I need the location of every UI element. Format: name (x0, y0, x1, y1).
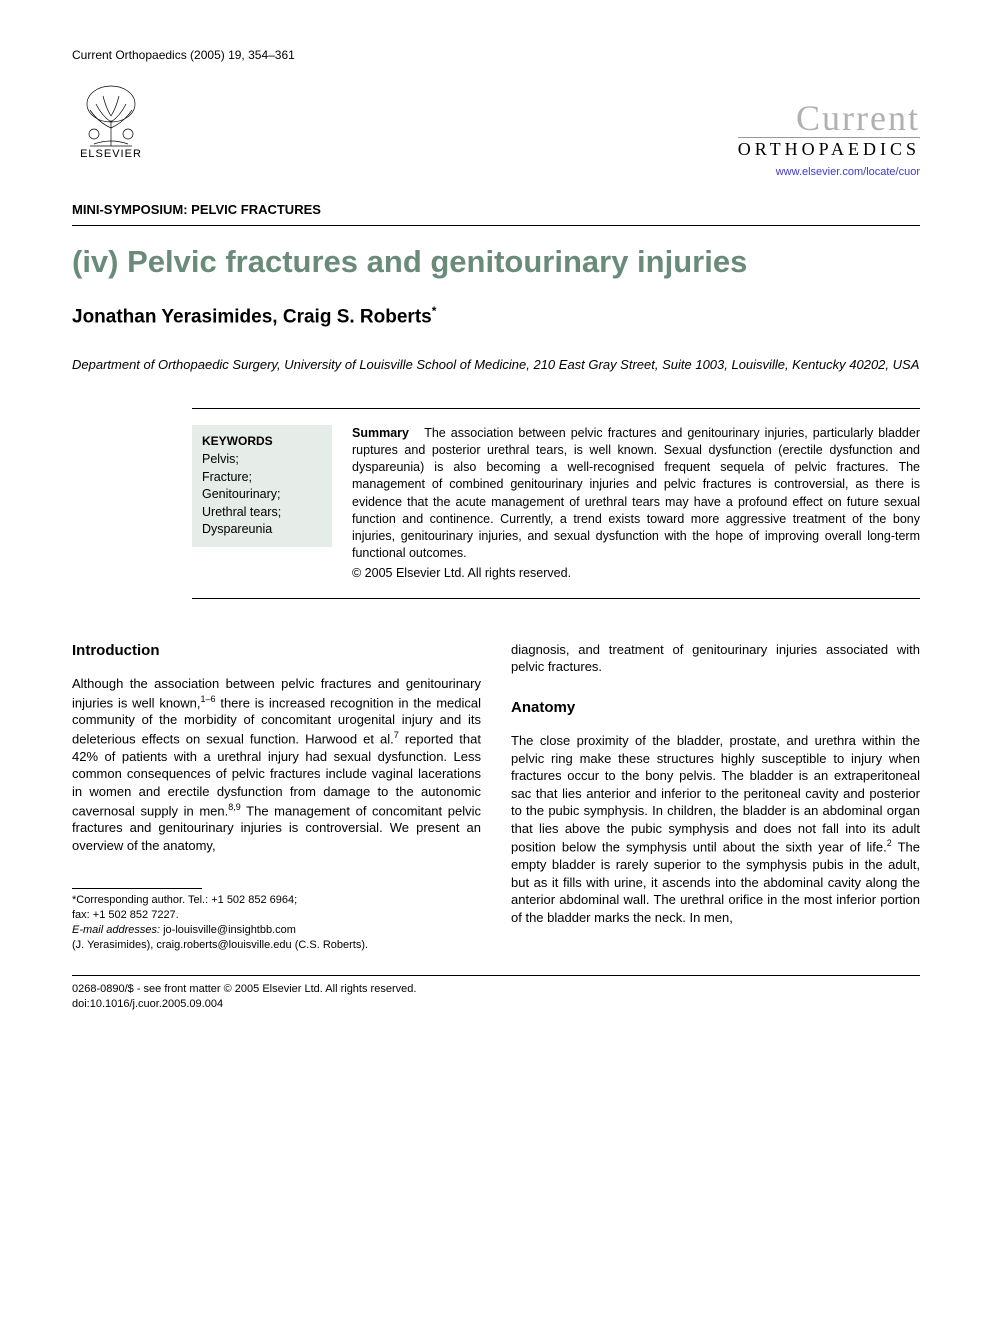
corresponding-marker: * (432, 304, 437, 318)
article-title: (iv) Pelvic fractures and genitourinary … (72, 244, 920, 280)
intro-ref-3: 8,9 (228, 802, 241, 812)
intro-heading: Introduction (72, 641, 481, 661)
anatomy-heading: Anatomy (511, 698, 920, 718)
journal-logo: Current ORTHOPAEDICS (738, 100, 920, 160)
anatomy-text-a: The close proximity of the bladder, pros… (511, 733, 920, 855)
publisher-name: ELSEVIER (80, 148, 142, 160)
footnote-fax: fax: +1 502 852 7227. (72, 908, 481, 923)
footer-text: 0268-0890/$ - see front matter © 2005 El… (72, 982, 920, 1012)
footnote-email-1: jo-louisville@insightbb.com (160, 924, 296, 936)
affiliation: Department of Orthopaedic Surgery, Unive… (72, 356, 920, 374)
footnote-email-label: E-mail addresses: (72, 924, 160, 936)
header-row: ELSEVIER Current ORTHOPAEDICS (72, 72, 920, 160)
keywords-title: KEYWORDS (202, 433, 322, 450)
journal-reference: Current Orthopaedics (2005) 19, 354–361 (72, 48, 920, 62)
footer-rule (72, 975, 920, 976)
keywords-box: KEYWORDS Pelvis; Fracture; Genitourinary… (192, 425, 332, 547)
abstract-block: KEYWORDS Pelvis; Fracture; Genitourinary… (192, 408, 920, 599)
title-rule-top (72, 225, 920, 226)
right-column: diagnosis, and treatment of genitourinar… (511, 641, 920, 953)
footnote-corr: *Corresponding author. Tel.: +1 502 852 … (72, 894, 297, 906)
journal-logo-line2: ORTHOPAEDICS (738, 137, 920, 160)
abstract-body: The association between pelvic fractures… (352, 426, 920, 561)
left-column: Introduction Although the association be… (72, 641, 481, 953)
intro-continuation: diagnosis, and treatment of genitourinar… (511, 641, 920, 676)
footer-line2: doi:10.1016/j.cuor.2005.09.004 (72, 997, 920, 1012)
journal-logo-line1: Current (738, 100, 920, 136)
journal-url[interactable]: www.elsevier.com/locate/cuor (72, 166, 920, 178)
intro-paragraph: Although the association between pelvic … (72, 675, 481, 854)
summary-label: Summary (352, 426, 409, 440)
elsevier-tree-icon (76, 84, 146, 148)
footnote-rule (72, 888, 202, 889)
author-names: Jonathan Yerasimides, Craig S. Roberts (72, 306, 432, 327)
authors: Jonathan Yerasimides, Craig S. Roberts* (72, 304, 920, 328)
footer-line1: 0268-0890/$ - see front matter © 2005 El… (72, 982, 920, 997)
keywords-list: Pelvis; Fracture; Genitourinary; Urethra… (202, 451, 322, 539)
intro-ref-1: 1–6 (201, 694, 216, 704)
footnote-email-attr: (J. Yerasimides), craig.roberts@louisvil… (72, 938, 481, 953)
section-type: MINI-SYMPOSIUM: PELVIC FRACTURES (72, 202, 920, 217)
body-columns: Introduction Although the association be… (72, 641, 920, 953)
footnotes: *Corresponding author. Tel.: +1 502 852 … (72, 893, 481, 952)
abstract-text: Summary The association between pelvic f… (352, 425, 920, 582)
anatomy-paragraph: The close proximity of the bladder, pros… (511, 732, 920, 926)
publisher-logo: ELSEVIER (72, 72, 150, 160)
abstract-copyright: © 2005 Elsevier Ltd. All rights reserved… (352, 565, 920, 582)
